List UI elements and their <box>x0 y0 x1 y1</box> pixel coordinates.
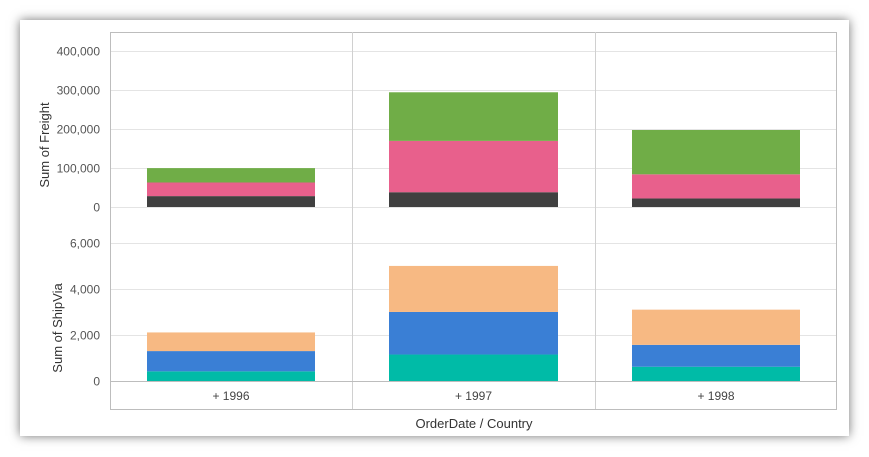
bar-segment <box>147 332 315 352</box>
bar-segment <box>632 344 800 367</box>
bar-segment <box>389 92 558 141</box>
y-tick-label: 400,000 <box>57 45 101 59</box>
bar-segment <box>147 196 315 207</box>
bar-segment <box>389 311 558 355</box>
plot-borders <box>110 32 837 410</box>
bar-segment <box>147 168 315 183</box>
y-axis-ticks: 0 100,000 200,000 300,000 400,000 0 2,000 4,000… <box>57 45 101 389</box>
y-tick-label: 300,000 <box>57 84 101 98</box>
y-tick-label: 200,000 <box>57 123 101 137</box>
bar-segment <box>147 371 315 381</box>
bar-segment <box>632 309 800 345</box>
y-axis-title-shipvia: Sum of ShipVia <box>50 283 65 373</box>
bar-segment <box>389 140 558 193</box>
y-tick-label: 4,000 <box>70 283 100 297</box>
bar-segment <box>147 182 315 197</box>
bar-segment <box>147 351 315 372</box>
y-axis-title-freight: Sum of Freight <box>37 102 52 188</box>
bar-segment <box>389 354 558 381</box>
x-axis-title: OrderDate / Country <box>415 416 533 431</box>
bar-segment <box>632 366 800 381</box>
bar-segment <box>632 198 800 207</box>
category-label: + 1996 <box>212 389 249 403</box>
plot-border <box>110 32 837 410</box>
bar-segment <box>389 192 558 207</box>
y-tick-label: 0 <box>93 201 100 215</box>
chart-frame: 0 100,000 200,000 300,000 400,000 0 2,000 4,000… <box>20 20 849 436</box>
category-label: + 1998 <box>697 389 734 403</box>
stacked-bar-chart: 0 100,000 200,000 300,000 400,000 0 2,000 4,000… <box>37 32 837 431</box>
category-label: + 1997 <box>455 389 492 403</box>
bars <box>147 92 800 381</box>
y-tick-label: 100,000 <box>57 162 101 176</box>
bar-segment <box>389 265 558 312</box>
y-tick-label: 0 <box>93 375 100 389</box>
bar-segment <box>632 130 800 175</box>
category-axis: + 1996 + 1997 + 1998 <box>212 389 734 403</box>
bar-segment <box>632 174 800 199</box>
y-tick-label: 2,000 <box>70 329 100 343</box>
y-tick-label: 6,000 <box>70 237 100 251</box>
